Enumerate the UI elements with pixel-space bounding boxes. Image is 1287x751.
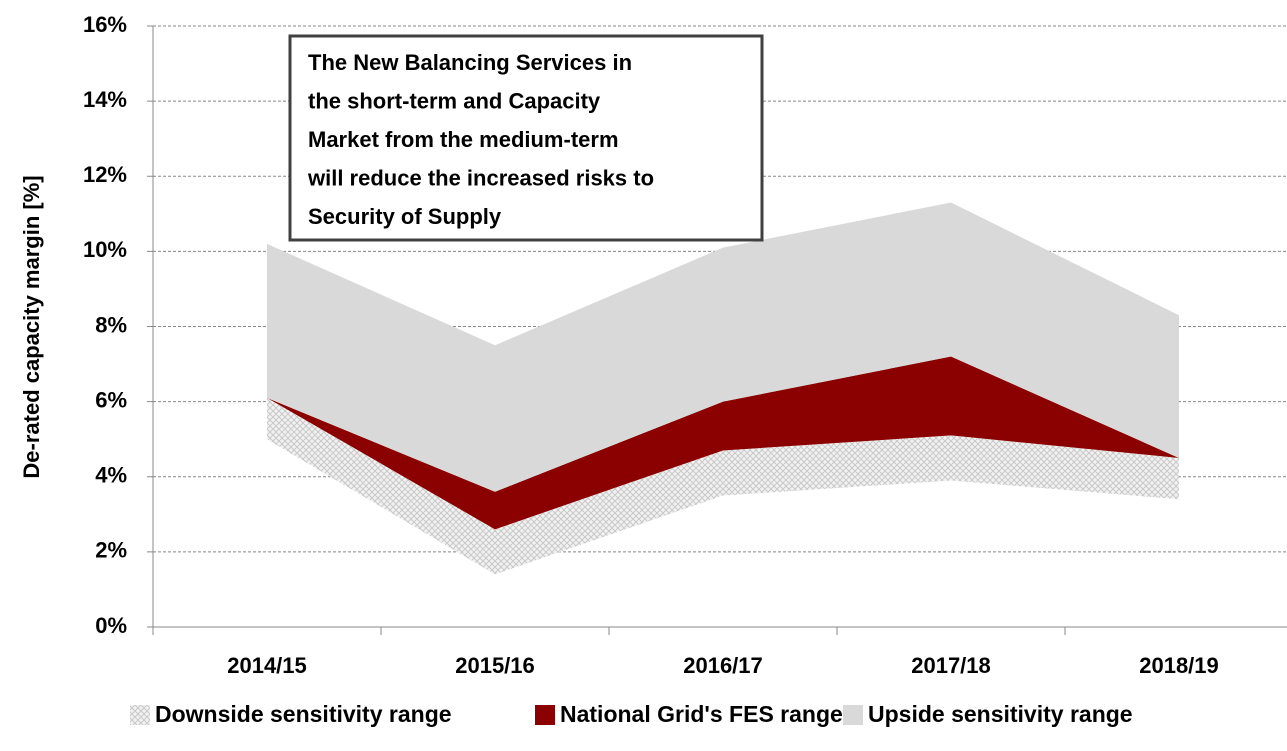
legend-label: National Grid's FES range: [560, 701, 843, 727]
legend-label: Downside sensitivity range: [155, 701, 452, 727]
legend-swatch: [130, 705, 150, 725]
x-tick-label: 2015/16: [455, 653, 535, 678]
areas: [267, 202, 1179, 575]
y-axis-label: De-rated capacity margin [%]: [19, 175, 44, 478]
y-tick-label: 12%: [83, 162, 127, 187]
legend-swatch: [535, 705, 555, 725]
y-tick-label: 4%: [95, 463, 127, 488]
annotation-box: [288, 34, 764, 242]
annotation-line: Market from the medium-term: [308, 127, 619, 152]
annotation-line: will reduce the increased risks to: [307, 165, 654, 190]
legend-swatch: [843, 705, 863, 725]
y-tick-label: 2%: [95, 538, 127, 563]
annotation-line: the short-term and Capacity: [308, 88, 601, 113]
annotation-line: The New Balancing Services in: [308, 50, 632, 75]
y-tick-label: 14%: [83, 87, 127, 112]
annotation-line: Security of Supply: [308, 204, 502, 229]
area: [267, 356, 1179, 530]
y-tick-label: 10%: [83, 237, 127, 262]
area: [267, 202, 1179, 492]
y-tick-label: 0%: [95, 613, 127, 638]
x-tick-label: 2014/15: [227, 653, 307, 678]
legend-label: Upside sensitivity range: [868, 701, 1133, 727]
x-tick-label: 2016/17: [683, 653, 763, 678]
y-tick-label: 16%: [83, 12, 127, 37]
y-tick-label: 6%: [95, 387, 127, 412]
x-tick-label: 2018/19: [1139, 653, 1219, 678]
area: [267, 397, 1179, 575]
y-tick-label: 8%: [95, 312, 127, 337]
x-tick-label: 2017/18: [911, 653, 991, 678]
